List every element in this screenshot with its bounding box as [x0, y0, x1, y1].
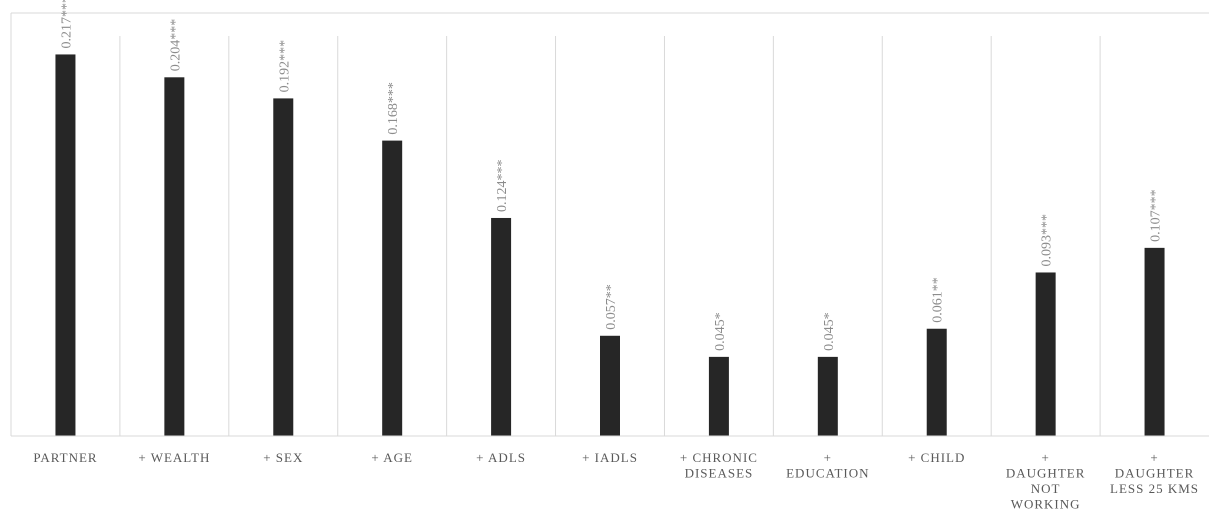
- tick-label-line: DAUGHTER: [1115, 466, 1195, 481]
- category-tick-label: + DAUGHTER NOT WORKING: [1006, 450, 1086, 512]
- tick-label-line: + CHILD: [908, 450, 965, 465]
- data-label: 0.045*: [713, 312, 728, 351]
- tick-label-line: + SEX: [263, 450, 303, 465]
- category-tick-label: + SEX: [263, 450, 303, 465]
- category-tick-label: + WEALTH: [138, 450, 210, 465]
- bar: [600, 335, 620, 436]
- data-label: 0.093***: [1040, 214, 1055, 267]
- tick-label-line: DAUGHTER: [1006, 466, 1086, 481]
- data-label: 0.061**: [931, 277, 946, 323]
- tick-label-line: PARTNER: [33, 450, 97, 465]
- bar: [926, 328, 947, 436]
- bar: [273, 98, 294, 437]
- gridlines: [10, 12, 1209, 436]
- tick-label-line: +: [824, 450, 832, 465]
- tick-label-line: + WEALTH: [138, 450, 210, 465]
- bar: [55, 54, 76, 437]
- data-label: 0.045*: [822, 312, 837, 351]
- tick-label-line: + CHRONIC: [680, 450, 758, 465]
- tick-label-line: +: [1041, 450, 1049, 465]
- bars: [55, 54, 1165, 437]
- data-label: 0.192***: [277, 40, 292, 93]
- bar: [382, 140, 403, 436]
- tick-label-line: +: [1150, 450, 1158, 465]
- category-tick-labels: PARTNER + WEALTH + SEX + AGE + ADLS + IADLS + …: [33, 450, 1199, 512]
- tick-label-line: NOT: [1031, 481, 1061, 496]
- data-label: 0.217***: [59, 0, 74, 48]
- tick-label-line: LESS 25 KMS: [1110, 481, 1199, 496]
- category-tick-label: + EDUCATION: [786, 450, 869, 481]
- bar: [1035, 272, 1056, 436]
- category-tick-label: + AGE: [371, 450, 413, 465]
- tick-label-line: + AGE: [371, 450, 413, 465]
- tick-label-line: + IADLS: [582, 450, 638, 465]
- tick-label-line: WORKING: [1011, 497, 1081, 512]
- category-tick-label: + CHILD: [908, 450, 965, 465]
- bar: [491, 217, 512, 436]
- tick-label-line: EDUCATION: [786, 466, 869, 481]
- bar: [817, 356, 838, 436]
- data-label: 0.168***: [386, 82, 401, 135]
- tick-label-line: + ADLS: [476, 450, 526, 465]
- tick-label-line: DISEASES: [685, 466, 754, 481]
- data-labels: 0.217*** 0.204*** 0.192*** 0.168*** 0.124***…: [59, 0, 1163, 351]
- bar: [1144, 247, 1165, 436]
- data-label: 0.107***: [1149, 189, 1164, 242]
- category-tick-label: + DAUGHTER LESS 25 KMS: [1110, 450, 1199, 496]
- category-tick-label: + ADLS: [476, 450, 526, 465]
- bar: [708, 356, 729, 436]
- data-label: 0.057**: [604, 284, 619, 330]
- data-label: 0.204***: [168, 19, 183, 72]
- category-tick-label: + CHRONIC DISEASES: [680, 450, 758, 481]
- bar: [164, 77, 185, 437]
- data-label: 0.124***: [495, 159, 510, 212]
- category-tick-label: + IADLS: [582, 450, 638, 465]
- category-tick-label: PARTNER: [33, 450, 97, 465]
